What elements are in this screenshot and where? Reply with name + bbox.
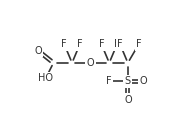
Text: O: O: [140, 76, 147, 86]
Text: O: O: [124, 95, 132, 105]
Text: F: F: [77, 39, 83, 49]
Text: HO: HO: [38, 73, 53, 83]
Text: F: F: [61, 39, 67, 49]
Text: F: F: [106, 76, 112, 86]
Text: F: F: [117, 39, 123, 49]
Text: S: S: [125, 76, 131, 86]
Text: O: O: [34, 45, 42, 56]
Text: F: F: [114, 39, 120, 49]
Text: F: F: [136, 39, 142, 49]
Text: O: O: [87, 58, 94, 68]
Text: F: F: [99, 39, 104, 49]
